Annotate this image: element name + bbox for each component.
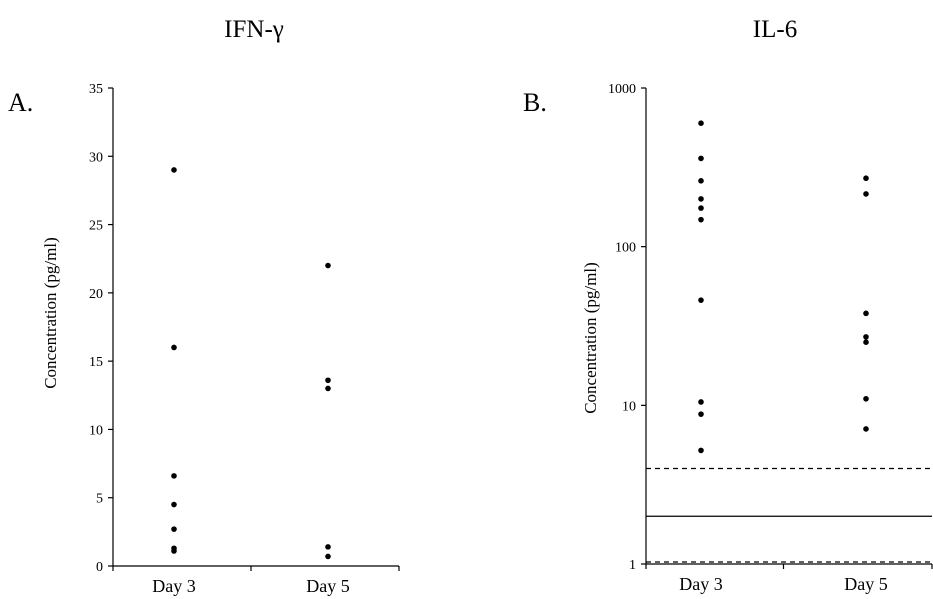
data-point (698, 447, 704, 454)
panel-b-title: IL-6 (753, 16, 797, 43)
y-tick-label: 15 (89, 355, 103, 370)
data-point (325, 385, 331, 392)
data-point (171, 526, 177, 532)
panel-b-x-ticks: Day 3 Day 5 (645, 564, 933, 594)
data-point (698, 155, 704, 162)
y-tick-label: 1000 (608, 82, 636, 97)
panel-a: IFN-γ A. Concentration (pg/ml) 0 5 10 15 20 2… (8, 16, 400, 596)
y-tick-label: 35 (89, 82, 103, 97)
data-point (325, 262, 331, 269)
data-point (171, 473, 177, 479)
data-point (863, 339, 869, 345)
data-point (698, 216, 704, 223)
y-tick-label: 25 (89, 219, 103, 234)
data-point (325, 544, 331, 550)
y-tick-label: 10 (622, 399, 636, 414)
panel-a-y-axis-label: Concentration (pg/ml) (41, 237, 60, 389)
data-point (325, 553, 331, 560)
panel-a-points (171, 167, 331, 560)
panel-b-points (698, 120, 869, 454)
data-point (171, 167, 177, 173)
panel-a-x-ticks: Day 3 Day 5 (112, 566, 400, 596)
data-point (698, 178, 704, 184)
y-tick-label: 5 (96, 492, 103, 507)
data-point (863, 334, 869, 340)
panel-a-label: A. (8, 88, 33, 117)
data-point (698, 297, 704, 303)
data-point (698, 399, 704, 405)
y-tick-label: 100 (615, 241, 636, 256)
data-point (863, 426, 869, 432)
data-point (863, 175, 869, 182)
x-category-label: Day 5 (306, 576, 350, 596)
y-tick-label: 1 (629, 558, 636, 573)
data-point (698, 120, 704, 126)
data-point (698, 196, 704, 202)
data-point (171, 501, 177, 508)
data-point (863, 395, 869, 402)
panel-a-y-ticks: 0 5 10 15 20 25 30 35 (89, 82, 113, 575)
data-point (863, 191, 869, 197)
panel-b-y-ticks: 1 10 100 1000 (608, 82, 646, 573)
y-tick-label: 10 (89, 423, 103, 438)
data-point (325, 377, 331, 384)
y-tick-label: 0 (96, 560, 103, 575)
data-point (698, 205, 704, 211)
panel-b-y-axis-label: Concentration (pg/ml) (581, 262, 600, 414)
panel-b-reference-lines (646, 467, 932, 563)
data-point (698, 411, 704, 417)
y-tick-label: 20 (89, 287, 103, 302)
panel-b: IL-6 B. Concentration (pg/ml) 1 10 100 1000… (523, 16, 933, 594)
data-point (171, 344, 177, 351)
y-tick-label: 30 (89, 150, 103, 165)
panel-b-label: B. (523, 88, 547, 117)
x-category-label: Day 3 (152, 576, 196, 596)
panel-a-title: IFN-γ (224, 16, 284, 43)
x-category-label: Day 3 (679, 574, 723, 594)
x-category-label: Day 5 (844, 574, 888, 594)
data-point (171, 548, 177, 554)
data-point (863, 310, 869, 317)
